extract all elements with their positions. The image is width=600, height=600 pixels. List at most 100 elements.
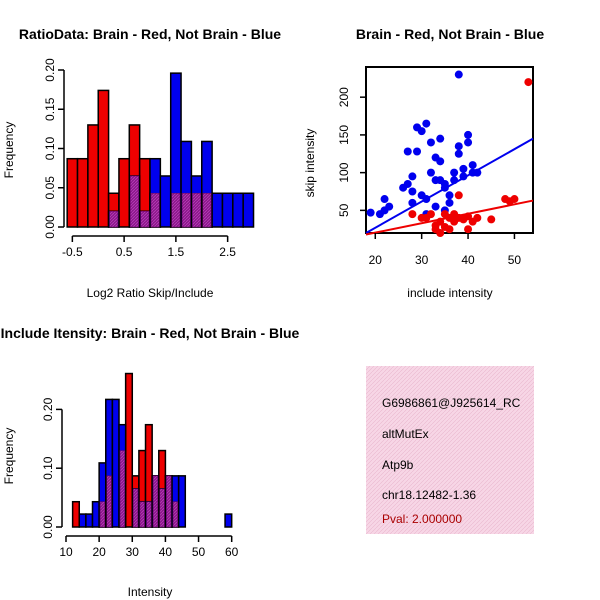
ratio-overlap-bar-6 xyxy=(129,175,139,228)
intensity-overlap-bar-3 xyxy=(119,450,125,528)
intensity-bar-not-brain-15 xyxy=(224,513,233,528)
scatter-point-not-brain-27 xyxy=(450,168,459,177)
intensity-overlap-bar-1 xyxy=(99,501,106,528)
ratio-overlap-bar-7 xyxy=(140,211,150,228)
ratio-overlap-bar-13 xyxy=(202,192,212,228)
intensity-y-axis-label: Frequency xyxy=(2,428,16,485)
scatter-point-brain-15 xyxy=(464,212,473,221)
ratio-bar-brain-0 xyxy=(66,157,79,228)
scatter-point-not-brain-3 xyxy=(380,195,389,204)
intensity-overlap-bar-6 xyxy=(139,501,145,528)
ratio-x-axis-label: Log2 Ratio Skip/Include xyxy=(87,286,214,300)
ratio-bar-not-brain-4 xyxy=(159,175,172,228)
ratio-y-axis-label: Frequency xyxy=(2,122,16,179)
ratio-bars xyxy=(66,72,255,228)
ratio-histogram-panel: RatioData: Brain - Red, Not Brain - Blue… xyxy=(2,26,281,300)
info-panel-background xyxy=(366,366,534,534)
intensity-axes: 10 20 30 40 50 60 0.00 0.10 0.20 xyxy=(41,397,239,559)
ratio-x-tick-label-3: 2.5 xyxy=(219,245,236,259)
intensity-overlap-bar-8 xyxy=(152,475,159,528)
intensity-bar-brain-4 xyxy=(124,372,134,528)
scatter-y-tick-label-1: 100 xyxy=(337,162,351,182)
ratio-bar-brain-1 xyxy=(76,157,89,228)
scatter-point-not-brain-34 xyxy=(464,130,473,139)
scatter-point-not-brain-16 xyxy=(426,138,435,147)
ratio-y-tick-label-0: 0.00 xyxy=(43,215,57,239)
scatter-point-not-brain-10 xyxy=(413,147,422,156)
scatter-point-not-brain-29 xyxy=(454,70,463,79)
scatter-point-not-brain-35 xyxy=(464,138,473,147)
scatter-point-not-brain-38 xyxy=(473,168,482,177)
scatter-point-not-brain-25 xyxy=(445,191,454,200)
intensity-overlap-bar-5 xyxy=(132,488,139,528)
scatter-point-not-brain-36 xyxy=(468,161,477,170)
scatter-marks xyxy=(365,70,534,237)
scatter-point-brain-16 xyxy=(464,225,473,234)
scatter-x-tick-label-0: 20 xyxy=(369,253,383,267)
scatter-y-axis-label: skip intensity xyxy=(303,129,317,198)
scatter-point-not-brain-17 xyxy=(426,168,435,177)
scatter-point-not-brain-21 xyxy=(436,157,445,166)
ratio-axes: -0.5 0.5 1.5 2.5 0.00 0.05 0.10 0.15 0.20 xyxy=(43,58,236,259)
ratio-bar-not-brain-12 xyxy=(242,192,255,228)
scatter-x-tick-label-2: 40 xyxy=(461,253,475,267)
ratio-overlap-bar-8 xyxy=(150,192,160,228)
scatter-point-brain-1 xyxy=(426,210,435,219)
intensity-bar-not-brain-14 xyxy=(177,475,187,528)
scatter-point-brain-22 xyxy=(510,195,519,204)
scatter-point-not-brain-20 xyxy=(436,134,445,143)
scatter-point-not-brain-4 xyxy=(385,202,394,211)
intensity-x-tick-label-5: 60 xyxy=(225,545,239,559)
intensity-x-tick-label-0: 10 xyxy=(59,545,73,559)
intensity-x-tick-label-4: 50 xyxy=(192,545,206,559)
ratio-x-tick-label-2: 1.5 xyxy=(168,245,185,259)
scatter-point-not-brain-26 xyxy=(445,198,454,207)
intensity-x-tick-label-1: 20 xyxy=(92,545,106,559)
ratio-overlap-bar-12 xyxy=(192,192,202,228)
ratio-bar-brain-2 xyxy=(87,124,99,228)
ratio-overlap-bar-4 xyxy=(109,211,119,228)
intensity-y-tick-label-0: 0.00 xyxy=(41,515,55,539)
intensity-overlap-bar-10 xyxy=(166,475,172,528)
scatter-point-brain-4 xyxy=(436,217,445,226)
intensity-bar-not-brain-5 xyxy=(111,398,120,528)
intensity-overlap-bar-2 xyxy=(106,475,112,528)
intensity-bars xyxy=(71,372,233,528)
ratio-bar-brain-5 xyxy=(118,157,131,228)
scatter-point-not-brain-14 xyxy=(422,119,431,128)
intensity-bar-not-brain-1 xyxy=(85,513,94,528)
ratio-bar-not-brain-11 xyxy=(232,192,244,228)
scatter-y-tick-label-0: 50 xyxy=(337,203,351,217)
scatter-point-not-brain-8 xyxy=(408,172,417,181)
scatter-point-not-brain-32 xyxy=(459,164,468,173)
intensity-bar-brain-0 xyxy=(71,500,81,528)
scatter-point-not-brain-39 xyxy=(431,202,440,211)
intensity-overlap-bar-9 xyxy=(159,488,165,528)
scatter-y-tick-label-3: 200 xyxy=(337,87,351,107)
ratio-bar-brain-3 xyxy=(97,89,110,228)
scatter-point-brain-9 xyxy=(445,225,454,234)
scatter-point-not-brain-9 xyxy=(408,187,417,196)
scatter-point-not-brain-42 xyxy=(399,183,408,192)
ratio-bar-not-brain-9 xyxy=(211,192,224,228)
scatter-y-tick-label-2: 150 xyxy=(337,125,351,145)
ratio-bar-not-brain-10 xyxy=(221,192,234,228)
intensity-overlap-bar-11 xyxy=(172,501,178,528)
intensity-chart-title: Include Itensity: Brain - Red, Not Brain… xyxy=(1,325,300,341)
info-gene-name: Atp9b xyxy=(382,458,414,472)
gene-info-panel: G6986861@J925614_RC altMutEx Atp9b chr18… xyxy=(366,366,534,534)
scatter-point-not-brain-0 xyxy=(366,208,375,217)
scatter-point-not-brain-7 xyxy=(408,198,417,207)
intensity-bar-not-brain-0 xyxy=(78,513,87,528)
intensity-y-tick-label-2: 0.20 xyxy=(41,397,55,421)
scatter-point-not-brain-6 xyxy=(403,147,412,156)
intensity-y-tick-label-1: 0.10 xyxy=(41,456,55,480)
scatter-point-brain-12 xyxy=(454,191,463,200)
scatter-point-not-brain-31 xyxy=(454,142,463,151)
scatter-point-brain-18 xyxy=(473,213,482,222)
intensity-x-tick-label-3: 40 xyxy=(159,545,173,559)
scatter-x-tick-label-1: 30 xyxy=(415,253,429,267)
scatter-x-axis-label: include intensity xyxy=(407,286,492,300)
scatter-point-not-brain-28 xyxy=(450,176,459,185)
